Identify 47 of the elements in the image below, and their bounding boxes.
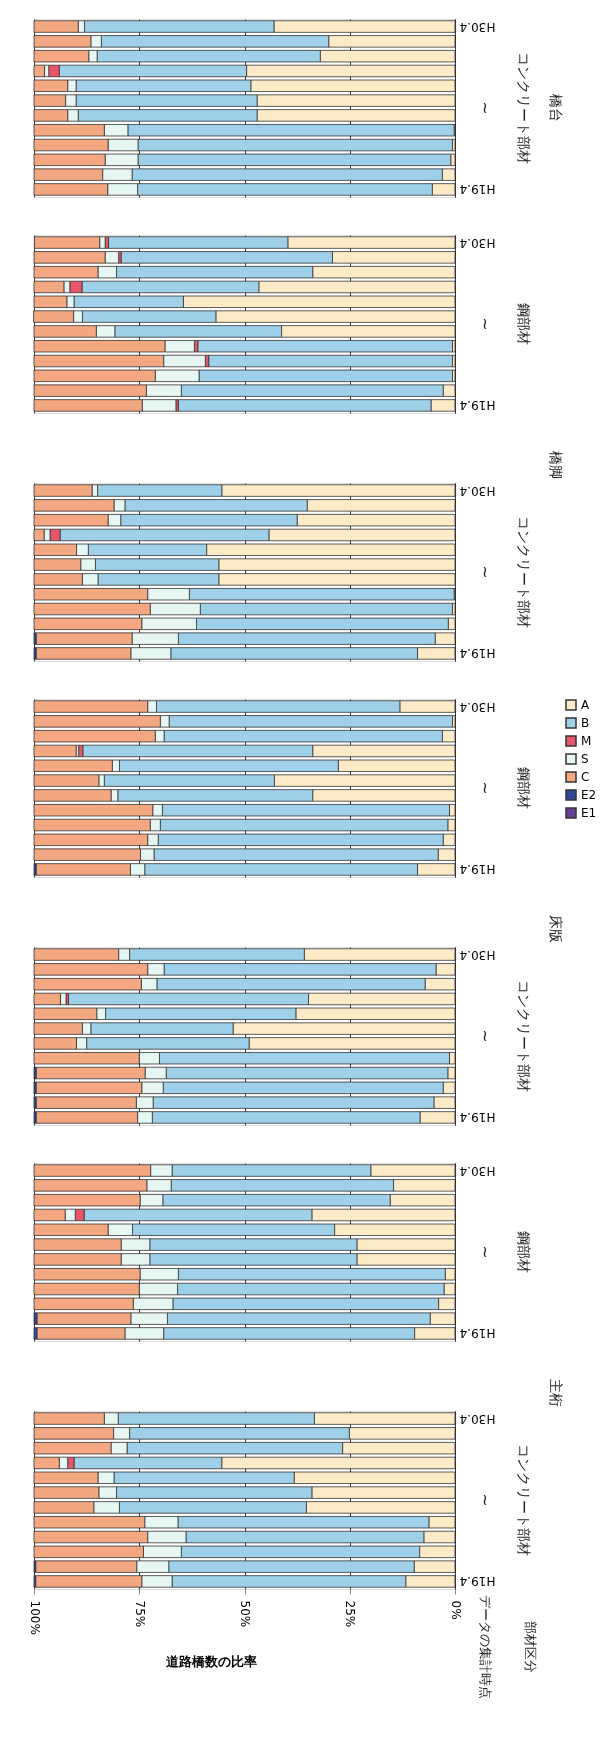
text: ~ bbox=[476, 565, 495, 579]
y-tick-label: H19.4 bbox=[459, 182, 496, 197]
legend-label: C bbox=[581, 770, 590, 784]
text: 橋台 bbox=[548, 94, 564, 122]
y-tick-label: H19.4 bbox=[459, 1574, 496, 1589]
x-tick-label: 0% bbox=[448, 1600, 463, 1620]
x-axis-title: 道路橋数の比率 bbox=[164, 1653, 257, 1669]
legend-label: B bbox=[581, 716, 590, 730]
y-tick-label: H30.4 bbox=[459, 947, 496, 962]
text: ~ bbox=[476, 1245, 495, 1259]
y-tick-label: H19.4 bbox=[459, 1326, 496, 1341]
text: 橋脚 bbox=[548, 451, 564, 479]
x-tick-label: 75% bbox=[132, 1600, 147, 1628]
text: コンクリート部材 bbox=[516, 516, 532, 628]
y-tick-label: H19.4 bbox=[459, 398, 496, 413]
text: ~ bbox=[476, 781, 495, 795]
y-tick-label: H30.4 bbox=[459, 19, 496, 34]
y-tick-label: H19.4 bbox=[459, 646, 496, 661]
legend-label: E1 bbox=[581, 806, 597, 820]
legend-label: E2 bbox=[581, 788, 597, 802]
legend-label: S bbox=[581, 752, 589, 766]
text: ~ bbox=[476, 1029, 495, 1043]
text: ~ bbox=[476, 317, 495, 331]
y-tick-label: H30.4 bbox=[459, 1163, 496, 1178]
text: コンクリート部材 bbox=[516, 52, 532, 164]
y-tick-label: H30.4 bbox=[459, 1411, 496, 1426]
text: ~ bbox=[476, 101, 495, 115]
y-tick-label: H30.4 bbox=[459, 699, 496, 714]
text: データの集計時点 bbox=[478, 1595, 493, 1699]
text: 鋼部材 bbox=[516, 1231, 532, 1273]
y-tick-label: H19.4 bbox=[459, 862, 496, 877]
text: 部材区分 bbox=[523, 1621, 538, 1673]
text: 鋼部材 bbox=[516, 303, 532, 345]
x-tick-label: 25% bbox=[343, 1600, 358, 1628]
text: 床版 bbox=[548, 915, 564, 943]
legend-label: A bbox=[581, 698, 590, 712]
text: コンクリート部材 bbox=[516, 980, 532, 1092]
text: ~ bbox=[476, 1493, 495, 1507]
text: 鋼部材 bbox=[516, 767, 532, 809]
y-tick-label: H19.4 bbox=[459, 1110, 496, 1125]
text: コンクリート部材 bbox=[516, 1444, 532, 1556]
legend-label: M bbox=[581, 734, 592, 748]
y-tick-label: H30.4 bbox=[459, 235, 496, 250]
x-tick-label: 50% bbox=[238, 1600, 252, 1628]
x-tick-label: 100% bbox=[27, 1600, 42, 1635]
text: 主桁 bbox=[548, 1379, 564, 1407]
y-tick-label: H30.4 bbox=[459, 483, 496, 498]
